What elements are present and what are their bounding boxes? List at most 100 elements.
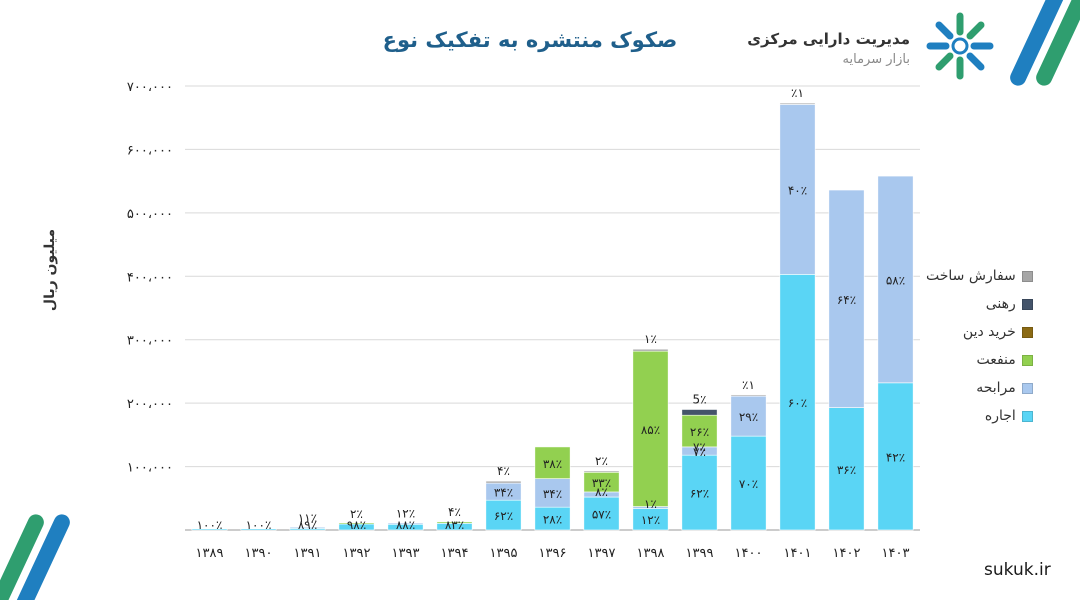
x-tick-label: ۱۴۰۰ <box>735 546 763 561</box>
x-tick-label: ۱۳۹۱ <box>294 546 322 561</box>
bar-segment <box>191 528 228 531</box>
segment-label: ۸۸٪ <box>396 518 415 532</box>
legend-label: رهنی <box>985 296 1016 312</box>
legend-label: منفعت <box>976 352 1016 368</box>
org-subtitle: بازار سرمایه <box>842 52 910 67</box>
legend-item: سفارش ساخت <box>926 262 1033 290</box>
bar-segment <box>828 189 865 408</box>
bar-segment <box>877 382 914 531</box>
logo-icon <box>926 12 994 80</box>
y-tick-label: ۱۰۰،۰۰۰ <box>127 461 173 476</box>
x-tick-label: ۱۳۹۵ <box>490 546 518 561</box>
segment-label: ۶۲٪ <box>494 509 513 523</box>
segment-label: ۳۴٪ <box>494 486 513 500</box>
bar-stack <box>191 528 228 531</box>
segment-label: ۶۰٪ <box>788 396 807 410</box>
chart-title: صکوک منتشره به تفکیک نوع <box>382 28 678 52</box>
org-block: مدیریت دارایی مرکزی بازار سرمایه <box>747 30 910 67</box>
legend-item: اجاره <box>926 402 1033 430</box>
bar-segment <box>436 521 473 524</box>
bar-segment <box>289 526 326 529</box>
bar-stack <box>681 409 718 531</box>
legend-item: خرید دین <box>926 318 1033 346</box>
bar-segment <box>632 350 669 507</box>
legend-label: سفارش ساخت <box>926 268 1016 284</box>
segment-label: ۳۳٪ <box>592 476 611 490</box>
x-tick-label: ۱۳۹۹ <box>686 546 714 561</box>
x-tick-label: ۱۴۰۱ <box>784 546 812 561</box>
segment-label: ۵۷٪ <box>592 508 611 522</box>
segment-label: ۳۴٪ <box>543 487 562 501</box>
stripe-bottom-left-1 <box>0 514 44 600</box>
segment-label: ۴۰٪ <box>788 183 807 197</box>
legend-swatch <box>1021 270 1033 282</box>
bar-segment <box>583 496 620 531</box>
legend-item: منفعت <box>926 346 1033 374</box>
segment-label: ۱۰۰٪ <box>246 518 272 532</box>
bar-segment <box>240 528 277 531</box>
stripe-top-right-1 <box>1010 0 1066 86</box>
segment-label: ۳۸٪ <box>543 457 562 471</box>
segment-label: ۶۲٪ <box>690 487 709 501</box>
bar-segment <box>730 395 767 437</box>
segment-label: ۸۵٪ <box>641 423 660 437</box>
x-tick-label: ۱۳۹۷ <box>588 546 616 561</box>
bar-segment <box>338 522 375 525</box>
bar-segment <box>779 102 816 105</box>
segment-label: ۳۶٪ <box>837 463 856 477</box>
y-tick-label: ۵۰۰،۰۰۰ <box>127 207 173 222</box>
legend-label: مرابحه <box>976 380 1016 396</box>
legend-swatch <box>1021 354 1033 366</box>
top-label: ۲٪ <box>595 454 608 468</box>
bar-segment <box>779 274 816 531</box>
legend-item: مرابحه <box>926 374 1033 402</box>
x-tick-label: ۱۳۹۰ <box>245 546 273 561</box>
segment-label: ۲۶٪ <box>690 425 709 439</box>
bar-segment <box>877 175 914 384</box>
legend-label: خرید دین <box>962 324 1016 340</box>
bar-stack <box>583 470 620 531</box>
top-label: ۲٪ <box>350 507 363 521</box>
legend-swatch <box>1021 298 1033 310</box>
y-tick-label: ۳۰۰،۰۰۰ <box>127 334 173 349</box>
bar-stack <box>877 175 914 531</box>
bar-stack <box>387 522 424 531</box>
segment-label: ۲۹٪ <box>739 410 758 424</box>
legend-item: رهنی <box>926 290 1033 318</box>
segment-label: ۴۲٪ <box>886 450 905 464</box>
bar-segment <box>681 409 718 416</box>
segment-label: ۷٪ <box>693 445 706 459</box>
x-tick-label: ۱۴۰۲ <box>833 546 861 561</box>
x-tick-label: ۱۴۰۳ <box>882 546 910 561</box>
bar-segment <box>681 454 718 531</box>
x-tick-label: ۱۳۹۶ <box>539 546 567 561</box>
bar-segment <box>583 470 620 473</box>
top-label: ٪۱ <box>791 86 804 100</box>
bar-stack <box>730 394 767 531</box>
bar-segment <box>730 435 767 531</box>
bar-stack <box>485 480 522 531</box>
segment-label: ۱۲٪ <box>641 513 660 527</box>
y-tick-label: ۴۰۰،۰۰۰ <box>127 270 173 285</box>
x-tick-label: ۱۳۹۲ <box>343 546 371 561</box>
segment-label: ۸٪ <box>595 485 608 499</box>
bar-stack <box>289 526 326 531</box>
top-label: ۴٪ <box>497 464 510 478</box>
legend-swatch <box>1021 410 1033 422</box>
top-label: 5٪ <box>692 392 706 406</box>
extra-label: ۱٪ <box>644 497 657 511</box>
bar-segment <box>730 394 767 397</box>
bar-segment <box>485 480 522 484</box>
segment-label: ۵۸٪ <box>886 273 905 287</box>
x-tick-label: ۱۳۸۹ <box>196 546 224 561</box>
top-label: ۱۱٪ <box>298 511 317 525</box>
stripe-bottom-left-2 <box>14 514 70 600</box>
top-label: ۴٪ <box>448 505 461 519</box>
legend: سفارش ساخت رهنی خرید دین منفعت مرابحه اجاره <box>926 262 1033 430</box>
bar-stack <box>338 522 375 531</box>
bar-stack <box>828 189 865 531</box>
bar-segment <box>779 104 816 275</box>
stripe-top-right-2 <box>1036 0 1080 86</box>
x-tick-label: ۱۳۹۳ <box>392 546 420 561</box>
